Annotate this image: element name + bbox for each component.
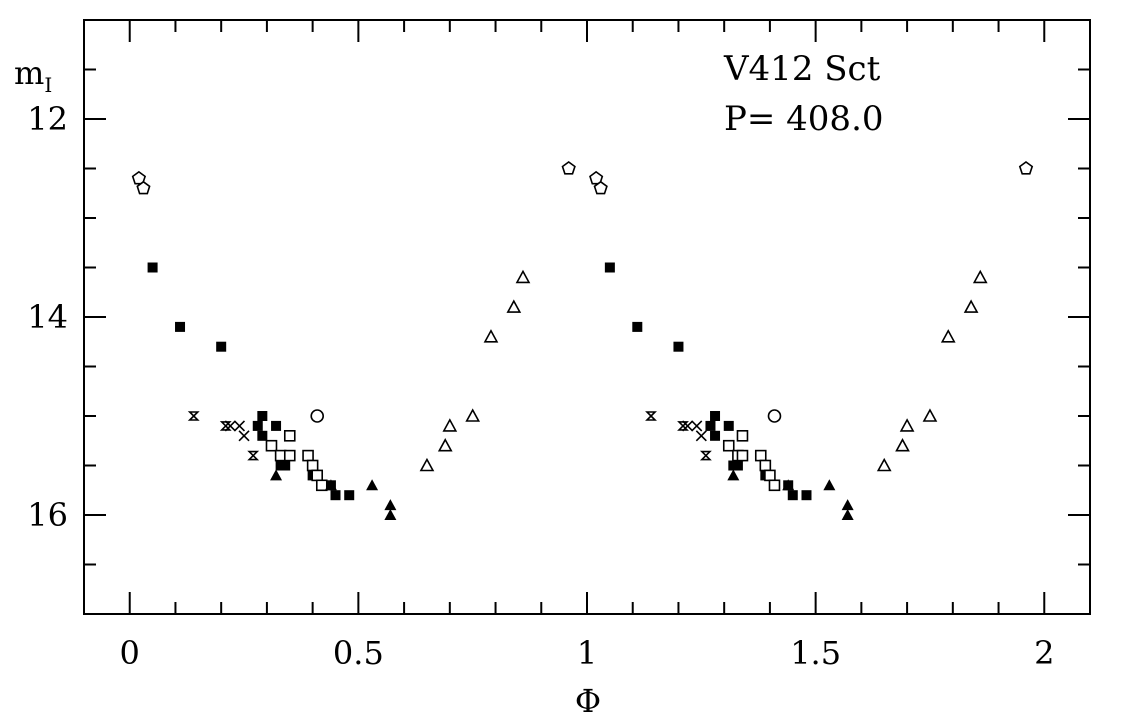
data-point-square-filled bbox=[147, 262, 158, 273]
data-point-triangle-open bbox=[465, 408, 481, 422]
data-point-square-open bbox=[315, 479, 328, 492]
data-point-square-open bbox=[722, 439, 735, 452]
data-point-square-open bbox=[306, 459, 319, 472]
data-point-square-filled bbox=[271, 420, 282, 431]
data-point-square-filled bbox=[330, 490, 341, 501]
data-point-cross bbox=[224, 420, 236, 432]
data-point-triangle-open bbox=[419, 457, 435, 472]
data-point-circle-open bbox=[767, 409, 782, 423]
star-name-annotation: V412 Sct bbox=[723, 49, 881, 89]
data-point-square-filled bbox=[216, 341, 227, 352]
data-point-square-open bbox=[754, 449, 767, 462]
y-tick-label: 14 bbox=[27, 298, 68, 336]
data-point-triangle-filled bbox=[384, 499, 397, 511]
data-point-square-filled bbox=[723, 420, 734, 431]
data-point-square-open bbox=[302, 449, 314, 462]
data-point-square-filled bbox=[710, 411, 721, 421]
data-point-pentagon-open bbox=[593, 180, 608, 195]
data-point-square-filled bbox=[257, 411, 268, 421]
x-tick-label: 0.5 bbox=[333, 634, 384, 672]
data-point-square-open bbox=[283, 449, 296, 462]
data-point-pentagon-open bbox=[136, 180, 151, 195]
plot-frame bbox=[83, 19, 1091, 615]
data-point-bowtie bbox=[187, 411, 200, 421]
y-axis-title: mI bbox=[14, 54, 52, 97]
data-point-cross bbox=[682, 420, 694, 432]
x-tick-label: 0 bbox=[120, 634, 140, 672]
data-point-triangle-filled bbox=[366, 479, 379, 491]
data-point-triangle-open bbox=[437, 438, 453, 452]
x-tick-labels: 0 0.5 1 1.5 2 bbox=[120, 634, 1055, 672]
x-axis-title: Φ bbox=[575, 682, 601, 720]
data-point-triangle-filled bbox=[270, 469, 283, 481]
y-tick-labels: 12 14 16 bbox=[27, 100, 68, 534]
data-point-square-filled bbox=[280, 460, 291, 471]
data-point-square-open bbox=[283, 429, 296, 442]
y-axis-title-main: m bbox=[14, 54, 44, 92]
data-point-triangle-open bbox=[442, 418, 458, 432]
data-point-square-filled bbox=[705, 420, 716, 431]
data-point-square-filled bbox=[604, 262, 615, 273]
data-point-square-open bbox=[768, 479, 781, 492]
data-point-cross bbox=[695, 430, 707, 442]
data-point-square-filled bbox=[801, 490, 812, 501]
data-point-pentagon-open bbox=[1018, 161, 1034, 175]
data-point-bowtie bbox=[699, 450, 712, 461]
data-point-cross bbox=[691, 420, 703, 432]
data-point-pentagon-open bbox=[131, 170, 147, 185]
data-point-triangle-filled bbox=[324, 479, 337, 491]
data-point-triangle-open bbox=[876, 457, 892, 472]
y-tick-label: 16 bbox=[27, 496, 68, 534]
data-point-square-open bbox=[759, 459, 772, 472]
data-point-square-filled bbox=[673, 341, 684, 352]
data-point-triangle-open bbox=[506, 299, 522, 313]
data-point-bowtie bbox=[247, 450, 260, 461]
period-annotation: P= 408.0 bbox=[724, 99, 884, 139]
data-point-square-open bbox=[736, 449, 749, 462]
x-tick-label: 1 bbox=[577, 634, 597, 672]
data-point-square-filled bbox=[175, 321, 186, 332]
data-point-circle-open bbox=[310, 409, 325, 423]
data-point-square-filled bbox=[252, 420, 263, 431]
data-point-triangle-open bbox=[922, 408, 938, 422]
y-axis-title-sub: I bbox=[44, 73, 52, 97]
data-point-triangle-filled bbox=[841, 509, 854, 520]
data-point-pentagon-open bbox=[589, 170, 604, 185]
x-tick-label: 1.5 bbox=[790, 634, 841, 672]
data-point-square-filled bbox=[732, 460, 743, 471]
data-point-square-open bbox=[311, 469, 324, 482]
data-point-square-filled bbox=[344, 490, 355, 501]
data-point-bowtie bbox=[645, 411, 657, 421]
data-point-square-filled bbox=[632, 321, 643, 332]
data-point-square-open bbox=[265, 439, 278, 452]
y-tick-label: 12 bbox=[27, 100, 68, 138]
data-point-triangle-open bbox=[963, 299, 979, 313]
data-point-triangle-filled bbox=[727, 469, 740, 481]
data-point-triangle-open bbox=[515, 269, 531, 284]
data-point-triangle-filled bbox=[823, 479, 836, 491]
data-point-square-filled bbox=[710, 430, 721, 441]
data-point-cross bbox=[238, 430, 250, 442]
data-point-square-filled bbox=[257, 430, 268, 441]
data-point-triangle-open bbox=[899, 418, 915, 432]
data-point-triangle-filled bbox=[782, 479, 795, 491]
data-point-triangle-filled bbox=[841, 499, 854, 511]
data-point-square-open bbox=[764, 469, 776, 482]
data-point-triangle-open bbox=[940, 329, 956, 343]
data-point-square-open bbox=[736, 429, 749, 442]
axis-ticks bbox=[84, 20, 1091, 614]
data-point-square-filled bbox=[787, 490, 798, 501]
x-tick-label: 2 bbox=[1034, 634, 1054, 672]
data-point-cross bbox=[233, 420, 246, 432]
data-point-pentagon-open bbox=[561, 161, 576, 175]
data-point-triangle-filled bbox=[384, 509, 397, 520]
data-point-triangle-open bbox=[972, 269, 988, 284]
data-point-triangle-open bbox=[483, 329, 499, 343]
data-points bbox=[131, 161, 1034, 520]
data-point-triangle-open bbox=[895, 438, 910, 452]
